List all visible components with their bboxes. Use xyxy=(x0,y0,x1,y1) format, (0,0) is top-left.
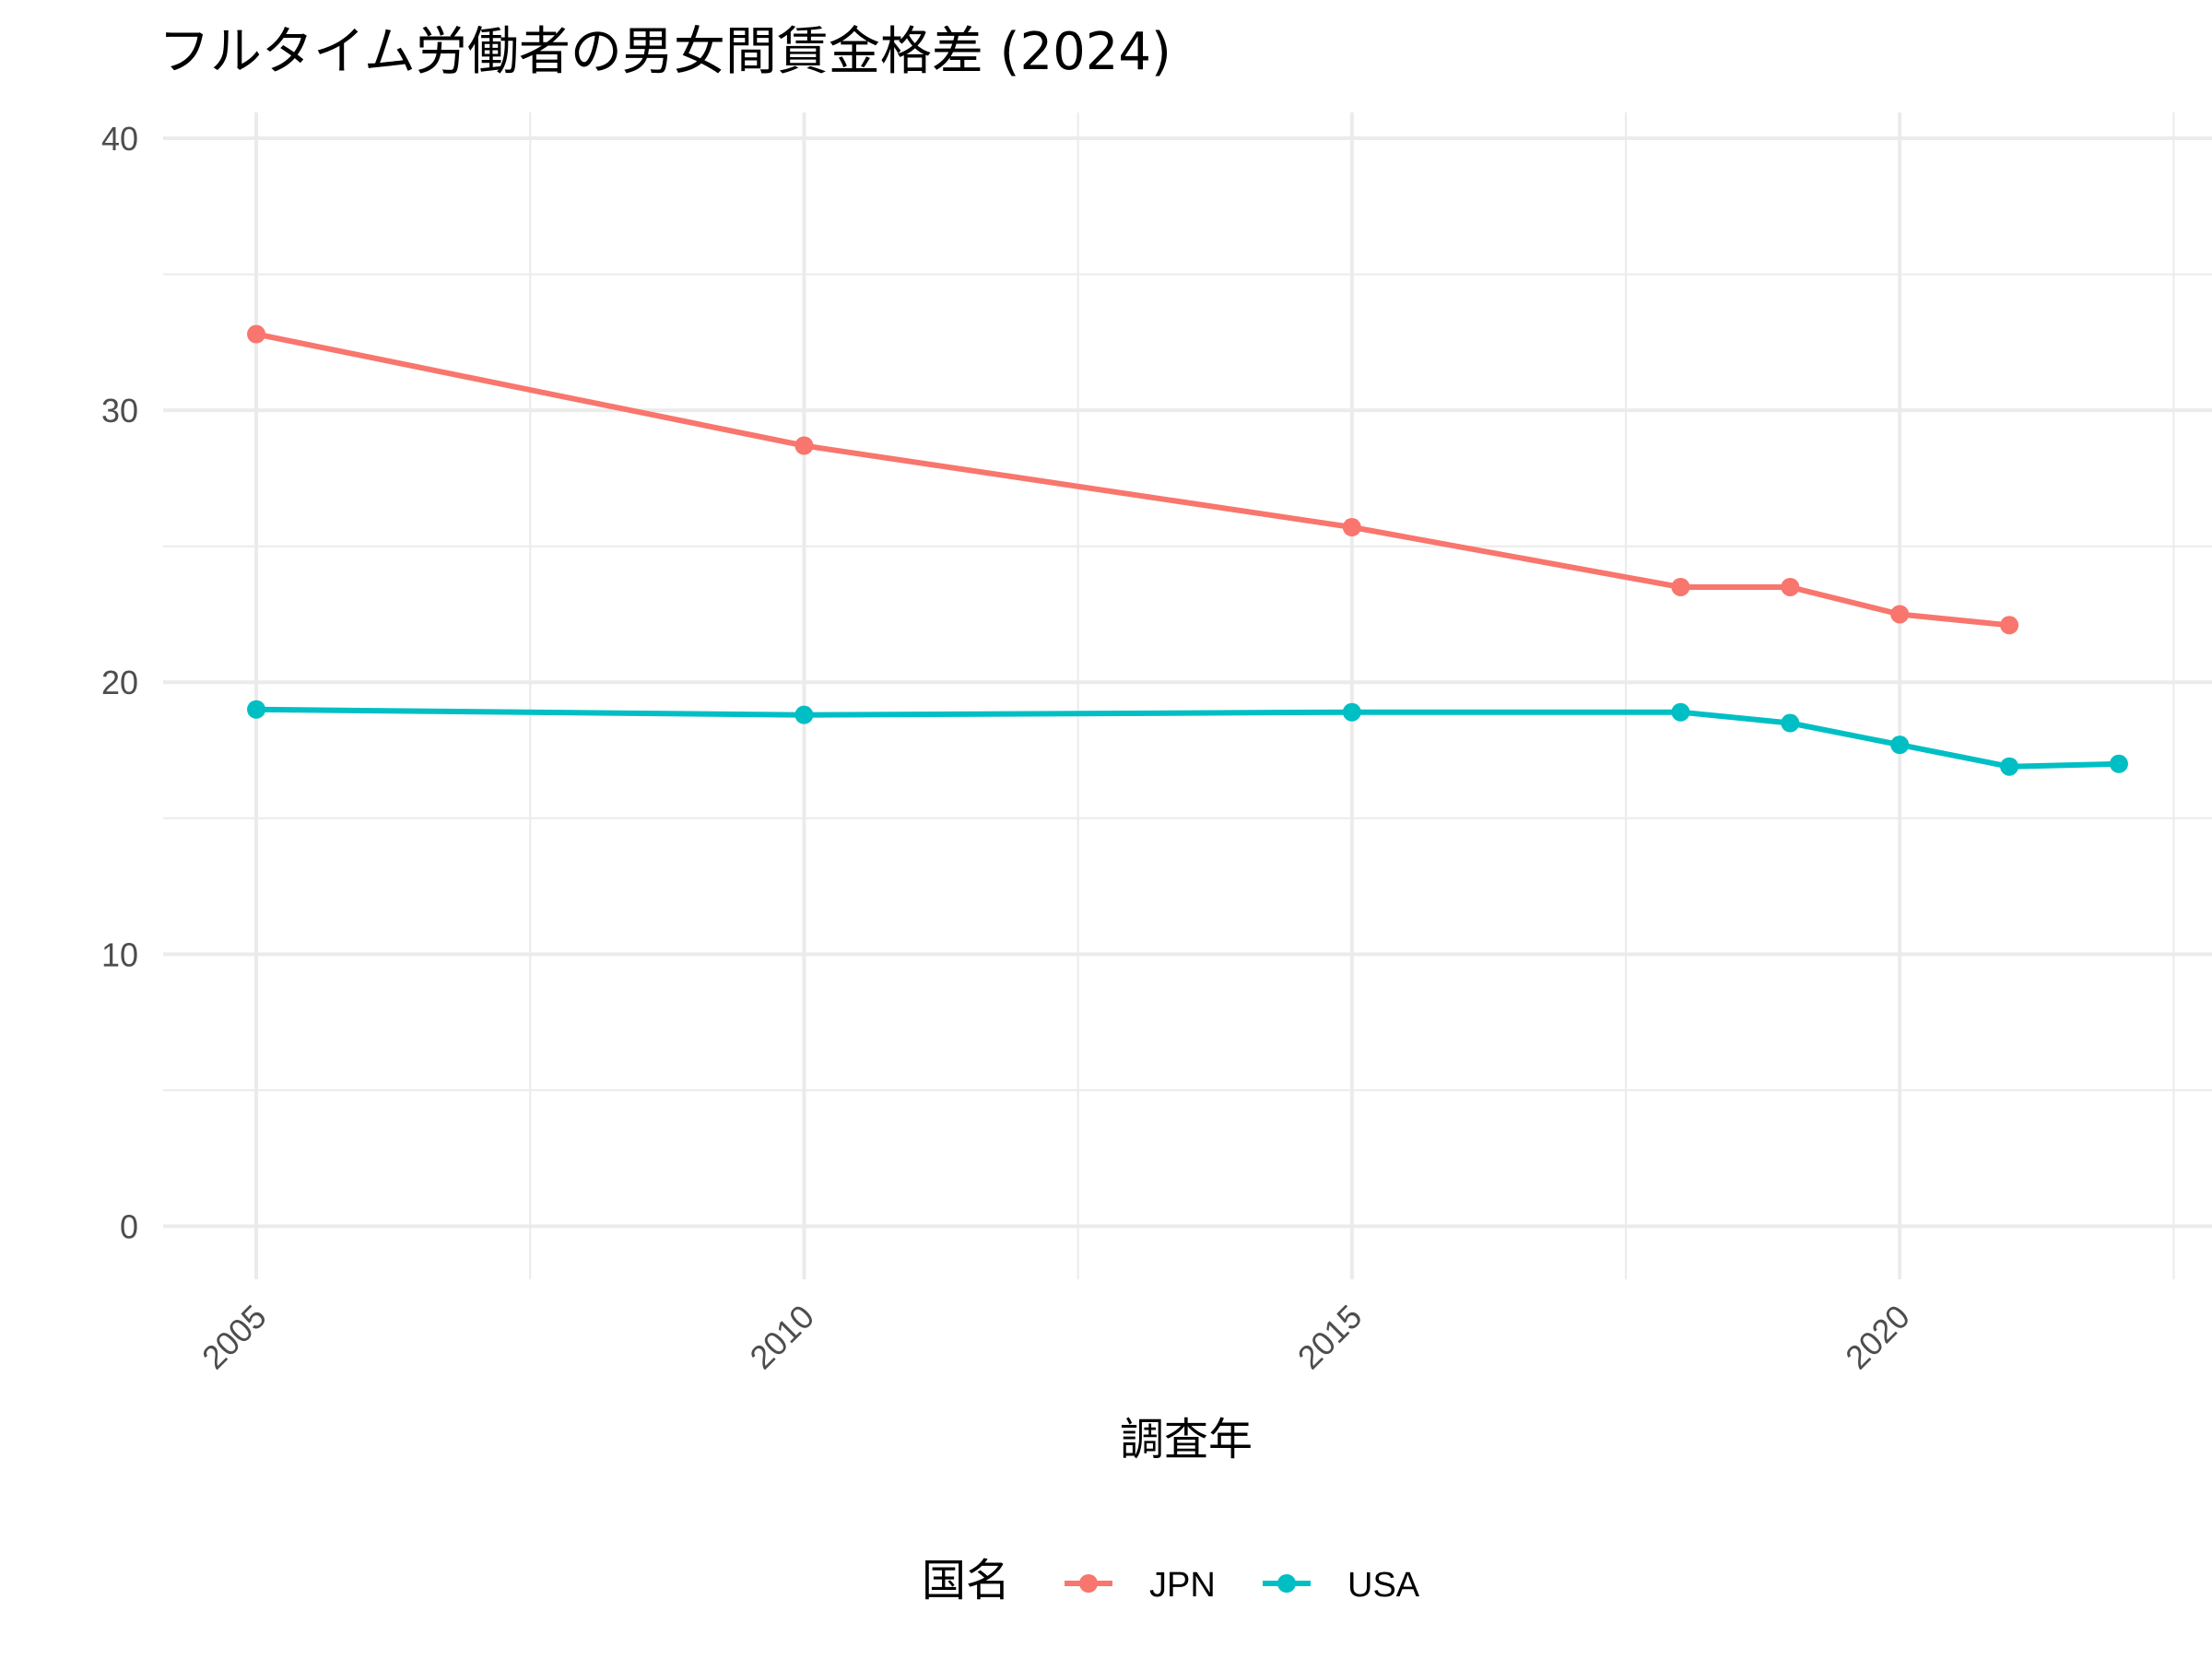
legend: 国名 JPN USA xyxy=(922,1555,1420,1606)
legend-title: 国名 xyxy=(922,1555,1010,1606)
y-tick-label: 0 xyxy=(120,1207,138,1245)
series-line xyxy=(255,706,2120,770)
y-tick-label: 10 xyxy=(101,935,138,973)
series-layer xyxy=(247,324,2128,776)
y-tick-label: 20 xyxy=(101,664,138,701)
data-point xyxy=(794,705,814,724)
data-point xyxy=(2000,757,2019,776)
x-tick-label: 2010 xyxy=(742,1298,821,1377)
legend-item-usa: USA xyxy=(1263,1566,1420,1605)
data-point xyxy=(1671,702,1690,722)
legend-key-point xyxy=(1079,1574,1098,1593)
data-point xyxy=(1342,518,1361,537)
x-axis-title: 調査年 xyxy=(1120,1414,1253,1465)
data-point xyxy=(794,436,814,455)
data-point xyxy=(247,700,266,719)
data-point xyxy=(1781,577,1800,596)
data-point xyxy=(247,324,266,344)
data-point xyxy=(1671,577,1690,596)
x-tick-label: 2020 xyxy=(1838,1298,1917,1377)
data-point xyxy=(1342,702,1361,722)
series-jpn xyxy=(247,324,2019,635)
chart-title: フルタイム労働者の男女間賃金格差 (2024) xyxy=(159,22,1171,82)
data-point xyxy=(2000,616,2019,635)
data-point xyxy=(2109,754,2128,773)
x-tick-label: 2015 xyxy=(1290,1298,1370,1377)
y-tick-label: 30 xyxy=(101,392,138,429)
data-point xyxy=(1890,605,1910,624)
series-usa xyxy=(247,700,2128,776)
y-tick-label: 40 xyxy=(101,120,138,158)
legend-label: JPN xyxy=(1149,1566,1216,1605)
x-axis-tick-labels: 2005 2010 2015 2020 xyxy=(194,1298,1917,1377)
grid xyxy=(163,112,2212,1279)
y-axis-tick-labels: 0 10 20 30 40 xyxy=(101,120,138,1245)
series-line xyxy=(255,331,2010,629)
data-point xyxy=(1781,713,1800,733)
legend-label: USA xyxy=(1347,1566,1420,1605)
legend-item-jpn: JPN xyxy=(1065,1566,1216,1605)
data-point xyxy=(1890,735,1910,755)
legend-key-point xyxy=(1277,1574,1296,1593)
x-tick-label: 2005 xyxy=(194,1298,274,1377)
